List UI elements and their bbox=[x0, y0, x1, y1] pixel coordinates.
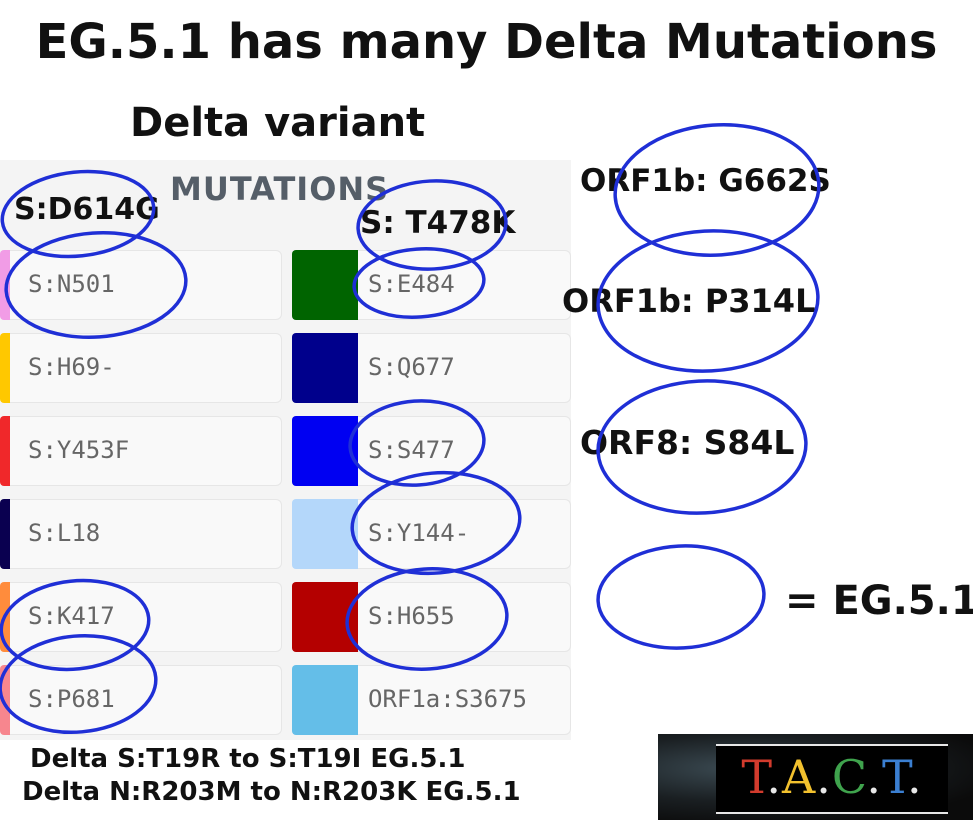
callout-s-d614g: S:D614G bbox=[14, 192, 160, 227]
mutation-label: ORF1a:S3675 bbox=[368, 685, 527, 713]
mutation-label: S:H655 bbox=[368, 602, 455, 630]
circle-s-t478k bbox=[356, 179, 508, 271]
mutation-label: S:E484 bbox=[368, 270, 455, 298]
circle-orf1b-g662s bbox=[613, 123, 821, 257]
mutation-color-swatch bbox=[0, 499, 10, 569]
logo-letter: A bbox=[781, 750, 817, 804]
callout-orf1b-p314l: ORF1b: P314L bbox=[562, 282, 816, 320]
logo-bar bbox=[716, 744, 948, 814]
mutation-label: S:Y453F bbox=[28, 436, 130, 464]
mutation-color-swatch bbox=[0, 333, 10, 403]
mutation-label: S:L18 bbox=[28, 519, 101, 547]
mutation-color-swatch bbox=[292, 499, 358, 569]
circle-orf1b-p314l bbox=[596, 229, 820, 373]
logo-letter: . bbox=[906, 750, 923, 804]
mutation-color-swatch bbox=[292, 250, 358, 320]
mutation-label: S:P681 bbox=[28, 685, 115, 713]
mutation-label: S:H69- bbox=[28, 353, 115, 381]
mutation-color-swatch bbox=[0, 665, 10, 735]
mutation-color-swatch bbox=[0, 416, 10, 486]
tact-logo: T.A.C.T. bbox=[658, 734, 973, 820]
circle-s-h655 bbox=[345, 567, 509, 671]
mutation-label: S:Q677 bbox=[368, 353, 455, 381]
mutations-header: MUTATIONS bbox=[170, 170, 390, 208]
mutation-card bbox=[2, 665, 282, 735]
mutation-label: S:S477 bbox=[368, 436, 455, 464]
mutation-card bbox=[2, 416, 282, 486]
circle-s-e484 bbox=[352, 247, 486, 319]
mutation-card bbox=[2, 499, 282, 569]
page-title: EG.5.1 has many Delta Mutations bbox=[35, 14, 938, 70]
circle-orf8-s84l bbox=[596, 379, 808, 515]
mutation-color-swatch bbox=[292, 333, 358, 403]
mutation-color-swatch bbox=[292, 665, 358, 735]
mutation-card bbox=[2, 250, 282, 320]
logo-text: T.A.C.T. bbox=[716, 744, 948, 810]
callout-orf8-s84l: ORF8: S84L bbox=[580, 423, 795, 462]
note-r203: Delta N:R203M to N:R203K EG.5.1 bbox=[22, 777, 521, 807]
note-t19: Delta S:T19R to S:T19I EG.5.1 bbox=[30, 744, 466, 774]
mutation-color-swatch bbox=[292, 416, 358, 486]
mutation-label: S:Y144- bbox=[368, 519, 470, 547]
circle-s-p681 bbox=[0, 633, 158, 735]
logo-letter: . bbox=[766, 750, 782, 804]
circle-s-k417 bbox=[0, 578, 151, 672]
mutation-label: S:N501 bbox=[28, 270, 115, 298]
logo-letter: T bbox=[882, 750, 907, 804]
variant-subtitle: Delta variant bbox=[130, 100, 426, 146]
callout-s-t478k: S: T478K bbox=[360, 205, 516, 241]
legend-label: = EG.5.1 bbox=[785, 578, 973, 624]
logo-letter: . bbox=[816, 750, 832, 804]
circle-s-y144 bbox=[350, 470, 522, 576]
logo-letter: T bbox=[741, 750, 767, 804]
mutation-card bbox=[2, 333, 282, 403]
circle-s-s477 bbox=[348, 399, 486, 487]
circle-s-d614g bbox=[0, 169, 156, 259]
mutation-label: S:K417 bbox=[28, 602, 115, 630]
circle-legend bbox=[596, 544, 766, 650]
circle-s-n501 bbox=[4, 230, 188, 340]
logo-letter: . bbox=[866, 750, 883, 804]
logo-letter: C bbox=[831, 750, 867, 804]
